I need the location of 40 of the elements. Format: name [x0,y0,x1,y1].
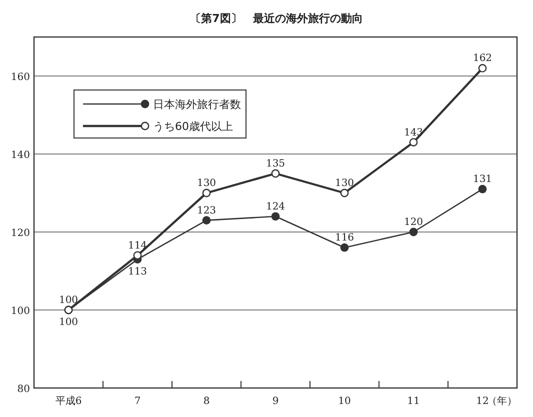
y-tick-label: 140 [10,150,30,161]
point [202,216,211,224]
point [271,212,280,221]
data-label: 124 [266,201,286,212]
y-tick-label: 80 [17,384,30,395]
point [271,169,280,178]
x-tick-label: 7 [134,396,141,407]
x-tick-label: 10 [338,396,351,407]
chart-title: 〔第7図〕 最近の海外旅行の動向 [190,12,363,25]
data-label: 113 [128,266,148,278]
legend-label: うち60歳代以上 [153,120,233,133]
data-label: 130 [196,178,216,189]
data-label: 114 [128,240,148,252]
data-label: 120 [404,217,424,228]
data-label: 100 [58,317,78,328]
y-tick-label: 120 [10,228,30,239]
data-label: 143 [404,127,424,138]
point [340,243,349,252]
x-tick-label: 平成6 [55,395,82,407]
point [478,184,487,194]
point [478,64,487,72]
data-label: 162 [472,53,492,64]
point [409,228,418,236]
x-tick-label: 8 [203,396,210,407]
data-label: 116 [334,232,354,244]
data-label: 135 [266,158,286,170]
legend-label: 日本海外旅行者数 [153,98,241,111]
x-tick-label: 12 [476,396,489,407]
x-tick-label: 9 [272,396,279,407]
point [202,188,211,198]
data-label: 100 [58,295,78,306]
data-label: 123 [196,205,216,216]
data-label: 131 [472,174,492,186]
point [409,138,418,146]
x-tick-label: 11 [407,396,420,407]
x-axis-title: （年） [487,395,517,407]
point [340,188,349,198]
y-tick-label: 160 [10,72,30,83]
y-tick-label: 100 [10,306,30,317]
data-label: 130 [334,178,354,189]
